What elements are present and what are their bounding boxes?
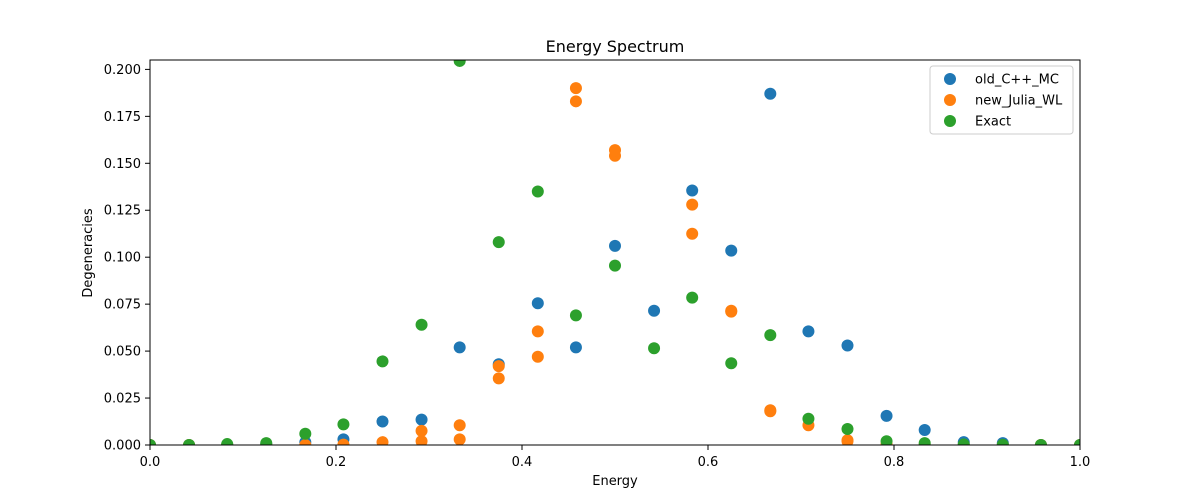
series-2-points: [150, 60, 1080, 445]
data-point: [221, 438, 234, 445]
data-point: [299, 427, 312, 440]
data-point: [841, 339, 854, 352]
x-axis-ticks: 0.0 0.2 0.4 0.6 0.8 1.0: [140, 445, 1091, 470]
data-point: [453, 60, 466, 67]
y-tick-label: 0.200: [104, 63, 141, 78]
chart-title: Energy Spectrum: [546, 37, 685, 56]
y-tick-label: 0.125: [104, 204, 141, 219]
data-point: [376, 355, 389, 368]
data-point: [802, 412, 815, 425]
x-tick-label: 0.8: [884, 455, 905, 470]
data-point: [648, 342, 661, 355]
legend-box: [929, 65, 1074, 135]
x-tick-label: 0.2: [326, 455, 347, 470]
data-point: [880, 409, 893, 422]
data-point: [492, 372, 505, 385]
data-point: [150, 439, 156, 445]
x-axis-label: Energy: [592, 474, 638, 489]
y-tick-label: 0.075: [104, 298, 141, 313]
data-point: [376, 436, 389, 445]
y-tick-label: 0.025: [104, 392, 141, 407]
data-point: [531, 185, 544, 198]
data-point: [841, 423, 854, 436]
data-point: [609, 144, 621, 157]
data-point: [1034, 439, 1047, 445]
data-point: [686, 291, 699, 304]
data-point: [569, 309, 582, 322]
data-point: [376, 415, 389, 428]
data-point: [299, 439, 312, 445]
data-point: [996, 438, 1009, 445]
data-point: [686, 184, 699, 197]
legend-marker: [944, 73, 956, 85]
data-point: [1074, 439, 1080, 445]
data-point: [918, 423, 931, 436]
data-point: [415, 413, 428, 426]
data-point: [686, 198, 699, 211]
data-point: [492, 360, 505, 373]
data-point: [453, 341, 466, 354]
y-tick-label: 0.175: [104, 110, 141, 125]
data-points: [150, 60, 1080, 445]
data-point: [648, 304, 661, 317]
legend: old_C++_MC new_Julia_WL Exact: [929, 65, 1074, 135]
data-point: [569, 82, 582, 95]
data-point: [569, 341, 582, 354]
data-point: [880, 435, 893, 445]
data-point: [957, 438, 970, 445]
y-axis-label: Degeneracies: [81, 208, 96, 298]
data-point: [609, 259, 621, 272]
data-point: [453, 419, 466, 432]
data-point: [725, 304, 738, 317]
y-tick-label: 0.100: [104, 251, 141, 266]
x-tick-label: 0.6: [698, 455, 719, 470]
data-point: [725, 357, 738, 370]
legend-label: new_Julia_WL: [975, 94, 1063, 109]
data-point: [531, 297, 544, 310]
legend-label: Exact: [975, 115, 1011, 130]
plot-area-frame: [149, 59, 1081, 446]
data-point: [415, 424, 428, 437]
data-point: [764, 329, 777, 342]
data-point: [725, 244, 738, 257]
legend-marker: [944, 94, 956, 106]
y-axis-ticks: 0.000 0.025 0.050 0.075 0.100 0.125 0.150 0.175…: [104, 63, 150, 454]
data-point: [415, 435, 428, 445]
data-point: [531, 350, 544, 363]
data-point: [183, 439, 196, 445]
data-point: [492, 236, 505, 249]
data-point: [609, 239, 621, 252]
data-point: [841, 434, 854, 445]
data-point: [415, 318, 428, 331]
legend-marker: [944, 115, 956, 127]
x-tick-label: 0.0: [140, 455, 161, 470]
legend-label: old_C++_MC: [975, 73, 1059, 88]
y-tick-label: 0.150: [104, 157, 141, 172]
data-point: [764, 87, 777, 100]
data-point: [337, 418, 350, 431]
data-point: [453, 433, 466, 445]
x-tick-label: 1.0: [1070, 455, 1091, 470]
x-tick-label: 0.4: [512, 455, 533, 470]
data-point: [337, 438, 350, 445]
y-tick-label: 0.050: [104, 345, 141, 360]
data-point: [686, 227, 699, 240]
data-point: [260, 437, 273, 445]
data-point: [918, 437, 931, 445]
y-tick-label: 0.000: [104, 439, 141, 454]
data-point: [802, 325, 815, 338]
data-point: [569, 95, 582, 108]
data-point: [531, 325, 544, 338]
data-point: [764, 404, 777, 417]
